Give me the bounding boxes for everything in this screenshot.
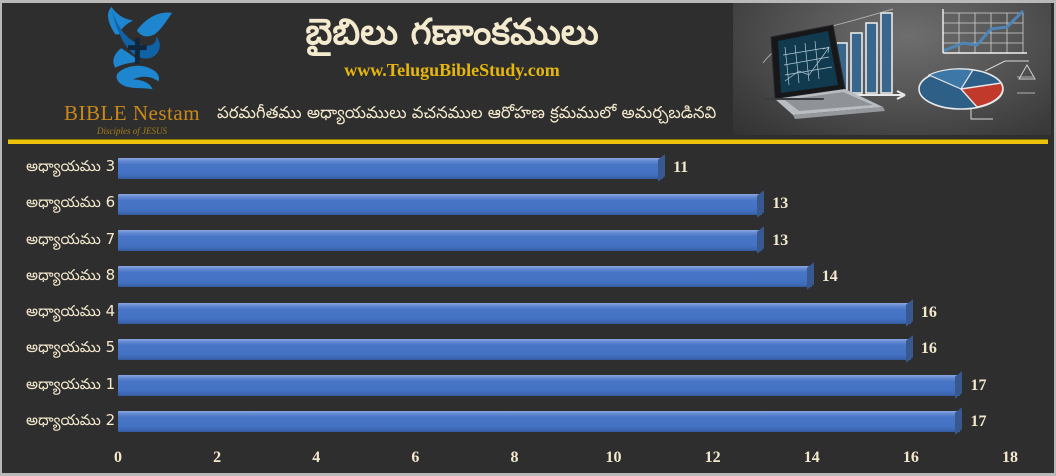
category-label: అధ్యాయము 6	[26, 193, 116, 212]
bar-chart: అధ్యాయము 3 11 అధ్యాయము 6 13 అధ్యాయము 7 1…	[2, 151, 1054, 473]
title-block: బైబిలు గణాంకములు www.TeluguBibleStudy.co…	[217, 3, 717, 126]
bar-value-label: 14	[821, 267, 838, 285]
bar	[118, 338, 911, 360]
category-label: అధ్యాయము 8	[26, 265, 116, 284]
yellow-divider	[8, 139, 1048, 144]
category-label: అధ్యాయము 2	[26, 410, 116, 429]
x-tick-label: 10	[605, 449, 622, 466]
bar-row: అధ్యాయము 5 16	[2, 334, 1054, 364]
header-photo	[733, 3, 1051, 135]
bar-row: అధ్యాయము 6 13	[2, 189, 1054, 219]
brand-logo: BIBLE Nestam Disciples of JESUS	[57, 5, 207, 137]
x-tick-label: 2	[213, 449, 222, 466]
bar	[118, 193, 763, 215]
chart-subtitle: పరమగీతము అధ్యాయములు వచనముల ఆరోహణ క్రమముల…	[217, 102, 717, 122]
bar-track: 17	[118, 411, 1010, 433]
bar-value-label: 17	[970, 412, 987, 430]
bar-row: అధ్యాయము 7 13	[2, 226, 1054, 256]
x-tick-label: 6	[411, 449, 420, 466]
bar-value-label: 13	[772, 195, 789, 213]
analytics-doodle-illustration	[762, 8, 1036, 120]
x-tick-label: 8	[510, 449, 519, 466]
bar-value-label: 16	[920, 304, 937, 322]
bar-value-label: 11	[673, 159, 689, 176]
category-label: అధ్యాయము 1	[26, 374, 116, 393]
bar-track: 16	[118, 338, 1010, 360]
bar	[118, 230, 763, 252]
bar	[118, 302, 911, 324]
dove-cross-hand-icon	[108, 6, 173, 90]
bar-track: 17	[118, 375, 1010, 397]
x-tick-label: 14	[803, 449, 820, 466]
x-tick-label: 16	[902, 449, 919, 466]
brand-name: BIBLE Nestam	[63, 101, 201, 125]
bar-row: అధ్యాయము 8 14	[2, 262, 1054, 292]
brand-tagline: Disciples of JESUS	[97, 126, 167, 136]
bar-value-label: 16	[920, 340, 937, 358]
bar-value-label: 13	[772, 231, 789, 249]
bar	[118, 411, 961, 433]
x-tick-label: 12	[704, 449, 721, 466]
line-chart-doodle	[942, 9, 1027, 54]
bar-track: 13	[118, 193, 1010, 215]
pie-chart-doodle	[918, 60, 1036, 120]
x-axis: 0 2 4 6 8 10 12 14 16 18	[114, 449, 1018, 471]
bar-track: 14	[118, 266, 1010, 288]
page-title: బైబిలు గణాంకములు	[305, 12, 599, 53]
bar-row: అధ్యాయము 1 17	[2, 371, 1054, 401]
bar-rows: అధ్యాయము 3 11 అధ్యాయము 6 13 అధ్యాయము 7 1…	[2, 151, 1054, 443]
bar-row: అధ్యాయము 4 16	[2, 298, 1054, 328]
x-tick-label: 0	[114, 449, 122, 466]
bar-track: 16	[118, 302, 1010, 324]
website-url: www.TeluguBibleStudy.com	[344, 59, 560, 80]
bar-value-label: 17	[970, 376, 987, 394]
bar-row: అధ్యాయము 3 11	[2, 153, 1054, 183]
bar	[118, 375, 961, 397]
category-label: అధ్యాయము 3	[26, 157, 116, 175]
bar-row: అధ్యాయము 2 17	[2, 407, 1054, 437]
bar	[118, 157, 664, 179]
category-label: అధ్యాయము 7	[26, 229, 116, 248]
x-tick-label: 18	[1002, 449, 1018, 466]
bar-track: 13	[118, 230, 1010, 252]
category-label: అధ్యాయము 4	[26, 302, 116, 321]
bar-track: 11	[118, 157, 1010, 179]
bar	[118, 266, 812, 288]
category-label: అధ్యాయము 5	[26, 338, 116, 357]
header: BIBLE Nestam Disciples of JESUS బైబిలు గ…	[2, 3, 1054, 139]
x-tick-label: 4	[312, 449, 321, 466]
laptop-illustration	[763, 24, 885, 119]
